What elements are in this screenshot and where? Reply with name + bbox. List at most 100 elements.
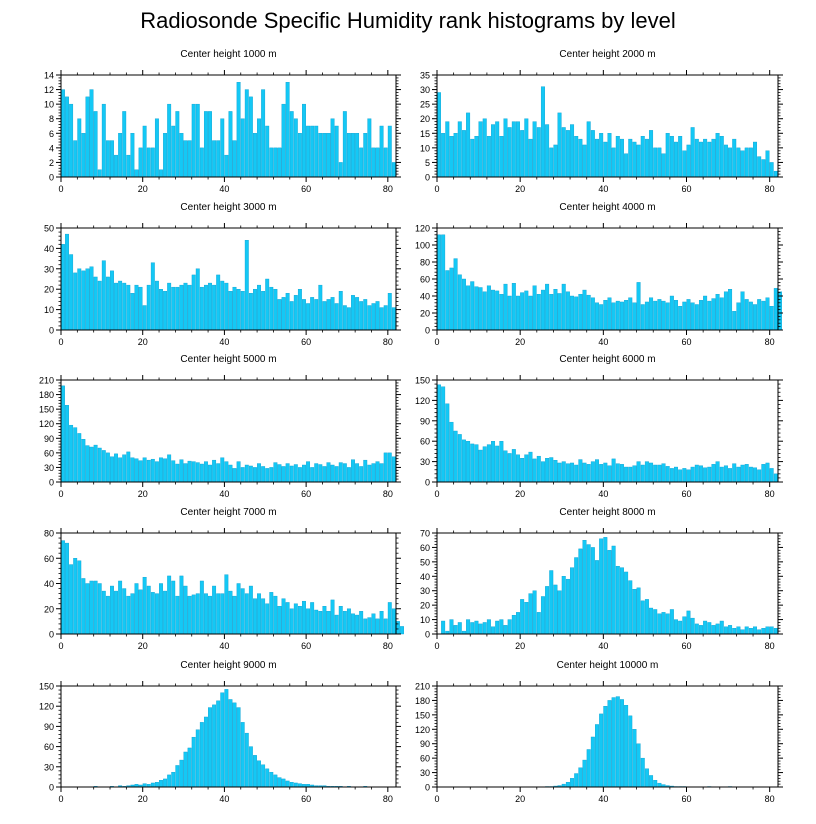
bar (649, 607, 654, 635)
bar (761, 628, 766, 635)
bar (208, 707, 212, 788)
bar (761, 464, 766, 483)
bar (499, 441, 504, 483)
bar (383, 452, 388, 483)
bar (257, 593, 261, 635)
bar (379, 611, 384, 635)
bar (277, 464, 282, 483)
bar (114, 154, 118, 178)
bar (549, 570, 554, 635)
y-tick-label: 0 (425, 173, 430, 183)
bar (636, 144, 641, 178)
bar (773, 170, 778, 178)
bar (285, 602, 290, 635)
bar (269, 771, 274, 788)
bar (154, 118, 159, 178)
x-tick-label: 60 (682, 641, 692, 651)
bar (557, 293, 562, 331)
bar (682, 301, 687, 331)
bar (748, 628, 753, 635)
bar (220, 692, 225, 788)
bar (632, 141, 637, 178)
x-tick-label: 60 (301, 489, 311, 499)
bar (163, 133, 168, 178)
bar (97, 169, 102, 178)
bar (461, 278, 466, 331)
bar (163, 590, 168, 635)
bar (711, 298, 716, 331)
bar (375, 461, 380, 483)
y-tick-label: 90 (44, 722, 54, 732)
bar (599, 538, 604, 635)
y-tick-label: 40 (44, 244, 54, 254)
bar (273, 595, 278, 635)
x-tick-label: 80 (765, 337, 775, 347)
bar (342, 611, 347, 635)
bar (474, 620, 479, 635)
bar (707, 466, 712, 483)
bar (748, 301, 753, 331)
bar (363, 133, 368, 178)
bar (146, 459, 151, 483)
bar (619, 301, 624, 331)
bar (753, 467, 758, 483)
panel-6: Center height 6000 m 0 30 60 90 120 150 0 20 40 60… (415, 354, 783, 499)
bar (661, 463, 666, 483)
bar (310, 602, 315, 635)
y-tick-label: 210 (39, 376, 54, 386)
bar (126, 595, 131, 635)
bar (707, 622, 712, 635)
bar (619, 138, 624, 178)
bar (253, 133, 257, 178)
bar (338, 606, 343, 635)
bar (167, 575, 172, 635)
bar (653, 300, 658, 331)
bar (244, 732, 249, 788)
bar (586, 464, 591, 483)
bar (545, 124, 550, 178)
bar (470, 281, 475, 331)
bar (773, 288, 778, 331)
bar (101, 260, 106, 331)
bar (228, 699, 233, 788)
bar (179, 759, 184, 788)
bar (607, 297, 612, 331)
bar (574, 464, 579, 483)
bar (757, 299, 762, 331)
bar (203, 716, 208, 788)
bar (61, 89, 65, 178)
bar (285, 82, 290, 178)
bar (273, 774, 278, 788)
bar (744, 299, 749, 331)
bar (632, 465, 637, 483)
y-tick-label: 60 (420, 437, 430, 447)
x-tick-label: 40 (598, 794, 608, 804)
bar (175, 463, 180, 483)
y-tick-label: 0 (425, 783, 430, 793)
bar (105, 595, 110, 635)
bar (761, 300, 766, 331)
y-tick-label: 40 (420, 292, 430, 302)
bar (257, 760, 261, 788)
bar (232, 595, 237, 635)
panel-9: Center height 9000 m 0 30 60 90 120 150 0 20 40 60… (39, 660, 401, 804)
bar (334, 466, 339, 483)
bar (338, 162, 343, 178)
bar (322, 466, 327, 483)
bar (590, 297, 595, 331)
bar (703, 620, 708, 635)
bar (636, 461, 641, 483)
bar (474, 135, 479, 178)
bar (478, 623, 483, 635)
bar (536, 294, 541, 331)
bar (191, 594, 196, 635)
bar (65, 542, 69, 635)
bar (281, 297, 286, 331)
x-tick-label: 60 (301, 794, 311, 804)
bar (611, 458, 616, 483)
bar (240, 588, 245, 635)
bar (322, 606, 327, 635)
bar (367, 118, 372, 178)
bar (69, 424, 74, 483)
bar (549, 147, 554, 178)
